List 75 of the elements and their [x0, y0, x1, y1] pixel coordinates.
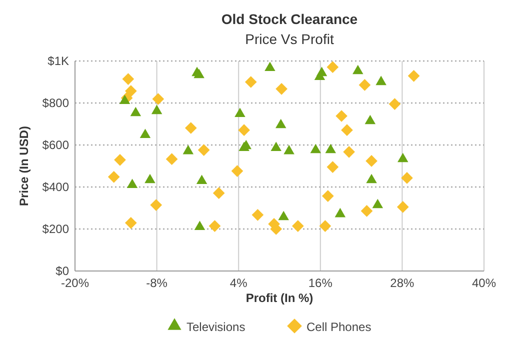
point: [152, 93, 164, 105]
point: [364, 114, 376, 124]
point: [126, 178, 138, 188]
point: [208, 220, 221, 232]
point: [184, 122, 197, 134]
point: [140, 128, 151, 138]
point: [310, 144, 321, 154]
point: [212, 187, 225, 200]
legend-label: Televisions: [186, 320, 246, 334]
point: [270, 142, 282, 152]
point: [166, 153, 178, 165]
point: [360, 205, 373, 217]
x-axis-title: Profit (In %): [246, 291, 314, 305]
x-tick-label: 40%: [472, 276, 496, 290]
point: [124, 85, 137, 97]
point: [130, 106, 142, 116]
point: [284, 144, 294, 154]
point: [326, 161, 339, 173]
point: [366, 174, 377, 184]
point: [292, 220, 304, 232]
x-tick-label: 28%: [390, 276, 415, 290]
legend-label: Cell Phones: [306, 320, 372, 334]
point: [182, 144, 194, 154]
point: [278, 210, 289, 220]
point: [376, 76, 386, 86]
point: [276, 83, 288, 95]
point: [234, 108, 246, 118]
point: [194, 220, 206, 230]
point: [372, 198, 384, 208]
y-tick-label: $0: [56, 264, 70, 278]
y-axis-title: Price (In USD): [17, 126, 31, 206]
x-tick-label: -8%: [146, 276, 168, 290]
point: [343, 146, 355, 158]
chart-title: Old Stock Clearance: [221, 11, 358, 27]
point: [119, 94, 130, 104]
point: [275, 118, 286, 128]
y-tick-label: $200: [42, 222, 70, 236]
point: [398, 152, 408, 162]
point: [196, 174, 208, 184]
point: [326, 61, 339, 74]
point: [319, 220, 332, 232]
y-tick-label: $800: [42, 96, 70, 110]
point: [322, 190, 334, 202]
point: [144, 174, 156, 184]
point: [108, 171, 120, 183]
point: [231, 165, 244, 177]
point: [366, 155, 378, 167]
point: [316, 66, 328, 76]
y-tick-label: $600: [42, 138, 70, 152]
point: [352, 64, 364, 74]
point: [264, 62, 276, 72]
y-tick-label: $1K: [48, 54, 69, 68]
point: [150, 199, 162, 211]
point: [396, 201, 409, 213]
point: [334, 208, 346, 218]
x-tick-label: 16%: [308, 276, 333, 290]
point: [336, 110, 348, 122]
point: [151, 104, 162, 114]
point: [358, 79, 371, 91]
chart-subtitle: Price Vs Profit: [245, 31, 334, 47]
point: [408, 70, 420, 82]
point: [401, 172, 413, 184]
point: [238, 124, 250, 136]
y-tick-label: $400: [42, 180, 70, 194]
point: [252, 209, 264, 221]
x-tick-label: 4%: [230, 276, 248, 290]
point: [244, 76, 257, 88]
point: [124, 216, 137, 229]
point: [341, 124, 353, 136]
point: [325, 144, 336, 154]
x-tick-label: -20%: [60, 276, 90, 290]
point: [388, 98, 401, 110]
point: [198, 144, 210, 156]
point: [114, 154, 126, 166]
point: [122, 73, 134, 85]
